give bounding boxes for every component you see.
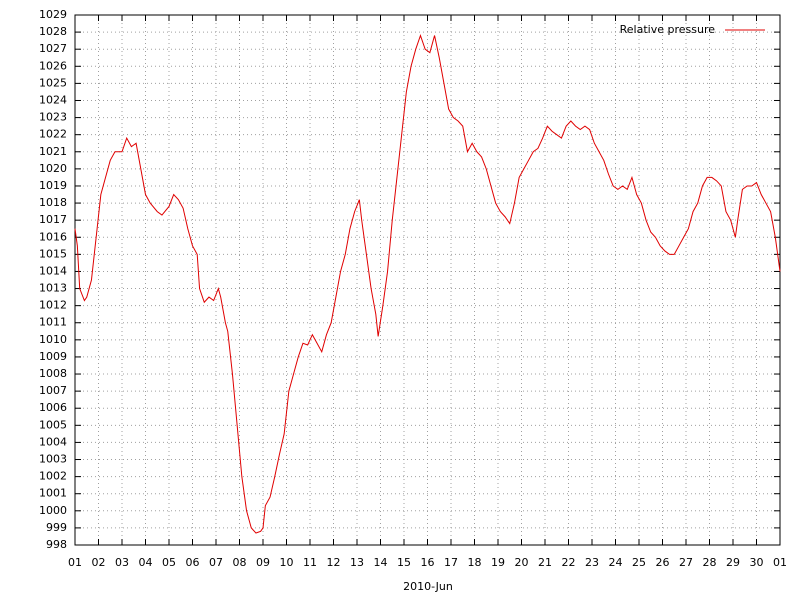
- y-tick-label: 998: [46, 538, 67, 551]
- y-tick-label: 1023: [39, 111, 67, 124]
- x-tick-label: 08: [233, 556, 247, 569]
- y-tick-label: 1019: [39, 179, 67, 192]
- x-tick-label: 20: [515, 556, 529, 569]
- x-tick-label: 29: [726, 556, 740, 569]
- y-tick-label: 1006: [39, 401, 67, 414]
- x-tick-label: 04: [139, 556, 153, 569]
- x-tick-label: 12: [327, 556, 341, 569]
- y-tick-label: 1018: [39, 196, 67, 209]
- x-tick-label: 17: [444, 556, 458, 569]
- y-tick-label: 1013: [39, 282, 67, 295]
- x-axis-label: 2010-Jun: [403, 580, 453, 593]
- x-tick-label: 09: [256, 556, 270, 569]
- x-tick-label: 24: [609, 556, 623, 569]
- y-tick-label: 1024: [39, 93, 67, 106]
- x-tick-label: 19: [491, 556, 505, 569]
- x-tick-label: 06: [186, 556, 200, 569]
- y-tick-label: 1001: [39, 487, 67, 500]
- y-tick-label: 1004: [39, 435, 67, 448]
- y-tick-label: 1008: [39, 367, 67, 380]
- x-tick-label: 02: [92, 556, 106, 569]
- y-tick-label: 1025: [39, 76, 67, 89]
- y-tick-label: 1009: [39, 350, 67, 363]
- x-tick-label: 03: [115, 556, 129, 569]
- y-tick-label: 1026: [39, 59, 67, 72]
- y-tick-label: 1010: [39, 333, 67, 346]
- x-tick-label: 13: [350, 556, 364, 569]
- y-tick-label: 1028: [39, 25, 67, 38]
- x-tick-label: 14: [374, 556, 388, 569]
- x-tick-label: 22: [562, 556, 576, 569]
- y-tick-label: 1027: [39, 42, 67, 55]
- y-tick-label: 1007: [39, 384, 67, 397]
- y-tick-label: 1022: [39, 128, 67, 141]
- x-tick-label: 28: [703, 556, 717, 569]
- x-tick-label: 10: [280, 556, 294, 569]
- x-tick-label: 23: [585, 556, 599, 569]
- x-tick-label: 30: [750, 556, 764, 569]
- y-tick-label: 1005: [39, 418, 67, 431]
- plot-frame: [74, 14, 781, 546]
- x-tick-label: 16: [421, 556, 435, 569]
- x-tick-label: 01: [68, 556, 82, 569]
- legend-label: Relative pressure: [620, 23, 716, 36]
- y-tick-label: 1000: [39, 504, 67, 517]
- y-tick-label: 1002: [39, 470, 67, 483]
- x-tick-label: 05: [162, 556, 176, 569]
- y-tick-label: 999: [46, 521, 67, 534]
- y-tick-label: 1017: [39, 213, 67, 226]
- y-tick-label: 1029: [39, 8, 67, 21]
- x-tick-label: 15: [397, 556, 411, 569]
- y-tick-label: 1003: [39, 453, 67, 466]
- x-tick-label: 07: [209, 556, 223, 569]
- x-tick-label: 21: [538, 556, 552, 569]
- y-tick-label: 1015: [39, 247, 67, 260]
- y-tick-label: 1021: [39, 145, 67, 158]
- y-tick-label: 1020: [39, 162, 67, 175]
- x-tick-label: 27: [679, 556, 693, 569]
- x-tick-label: 25: [632, 556, 646, 569]
- y-tick-label: 1011: [39, 316, 67, 329]
- x-tick-label: 01: [773, 556, 787, 569]
- y-tick-label: 1016: [39, 230, 67, 243]
- data-line: [74, 33, 781, 534]
- x-tick-label: 11: [303, 556, 317, 569]
- y-tick-label: 1014: [39, 264, 67, 277]
- x-tick-label: 26: [656, 556, 670, 569]
- y-tick-label: 1012: [39, 299, 67, 312]
- x-tick-label: 18: [468, 556, 482, 569]
